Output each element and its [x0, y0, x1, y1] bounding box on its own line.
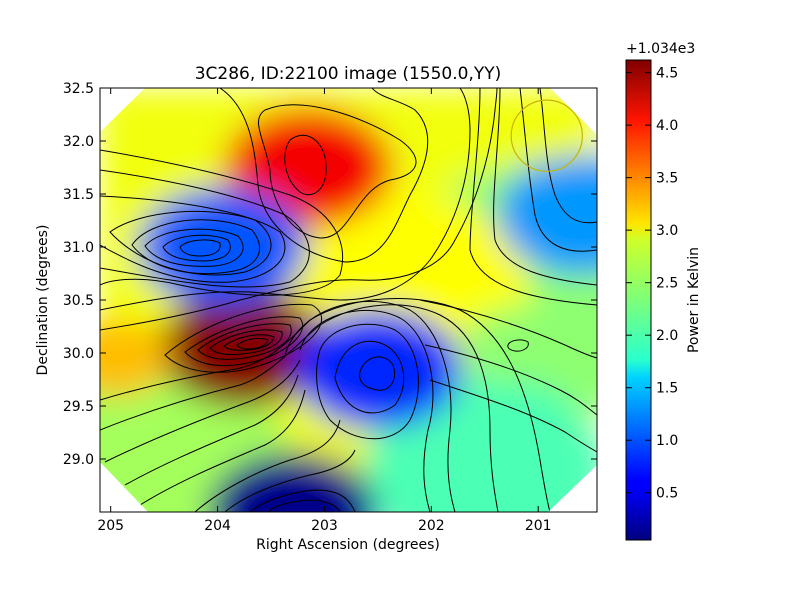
contour-line: [209, 329, 283, 356]
y-tick-label: 29.5: [63, 399, 94, 415]
contour-line: [539, 88, 597, 224]
heatmap-feature-local: [462, 307, 571, 384]
y-tick-label: 30.0: [63, 346, 94, 362]
contour-line: [124, 374, 299, 486]
y-tick-label: 32.0: [63, 134, 94, 150]
colorbar-tick-label: 4.0: [656, 118, 678, 134]
contour-line: [469, 88, 597, 306]
beam-circle: [510, 99, 583, 172]
contour-line: [429, 379, 597, 453]
y-axis: 29.0 29.5 30.0 30.5 31.0 31.5 32.0 32.5: [63, 81, 597, 468]
contour-line: [179, 239, 221, 257]
x-tick-label: 202: [418, 518, 445, 534]
contour-line: [104, 359, 301, 463]
contour-line: [236, 337, 269, 350]
contour-line: [419, 299, 597, 359]
colorbar-offset-text: +1.034e3: [626, 41, 695, 57]
contour-line: [424, 344, 597, 416]
colorbar-label: Power in Kelvin: [686, 247, 702, 353]
colorbar-tick-label: 4.5: [656, 66, 678, 82]
y-tick-label: 31.5: [63, 187, 94, 203]
colorbar-tick-label: 2.0: [656, 328, 678, 344]
colorbar-tick-label: 1.0: [656, 433, 678, 449]
colorbar-tick-label: 3.5: [656, 171, 678, 187]
contour-line: [267, 499, 341, 512]
colorbar-axis: 0.5 1.0 1.5 2.0 2.5 3.0 3.5 4.0 4.5: [626, 66, 678, 502]
contour-line: [100, 304, 499, 512]
x-tick-label: 201: [525, 518, 552, 534]
contour-line: [223, 334, 275, 351]
contour-line: [109, 210, 272, 276]
x-tick-label: 205: [97, 518, 124, 534]
contour-line: [131, 219, 261, 275]
colorbar-tick-label: 3.0: [656, 223, 678, 239]
colorbar-tick-label: 1.5: [656, 381, 678, 397]
colorbar: [625, 59, 652, 541]
contour-line: [249, 489, 356, 512]
contour-line: [100, 169, 310, 288]
y-tick-label: 31.0: [63, 240, 94, 256]
y-tick-label: 29.0: [63, 452, 94, 468]
contour-line: [359, 356, 395, 391]
colorbar-tick-label: 0.5: [656, 486, 678, 502]
heatmap-field: [100, 88, 597, 512]
heatmap-feature-min: [138, 187, 307, 307]
heatmap-gradient-blob: [100, 357, 294, 512]
contour-line: [139, 389, 306, 506]
contour-line: [224, 449, 356, 512]
x-axis-label: Right Ascension (degrees): [256, 537, 440, 553]
heatmap-feature-max: [160, 288, 329, 408]
contour-line: [162, 234, 231, 262]
colorbar-tick-label: 2.5: [656, 276, 678, 292]
contour-line: [144, 228, 244, 267]
contour-line: [100, 88, 471, 311]
contour-line: [100, 298, 551, 512]
contour-line: [284, 134, 327, 196]
y-tick-label: 30.5: [63, 293, 94, 309]
heatmap-feature-local: [100, 320, 171, 397]
x-tick-label: 204: [204, 518, 231, 534]
contour-line: [507, 339, 529, 352]
contour-line: [197, 323, 292, 360]
y-axis-label: Declination (degrees): [35, 225, 51, 376]
contour-line: [164, 303, 323, 373]
x-axis: 205 204 203 202 201: [97, 88, 552, 534]
chart-title: 3C286, ID:22100 image (1550.0,YY): [195, 64, 502, 84]
contour-line: [219, 88, 429, 263]
contour-line: [258, 104, 417, 239]
contour-line: [316, 323, 419, 440]
contour-line: [334, 340, 405, 414]
x-tick-label: 203: [311, 518, 338, 534]
contour-line: [100, 88, 498, 331]
contour-line: [519, 88, 597, 252]
y-tick-label: 32.5: [63, 81, 94, 97]
contour-line: [100, 195, 286, 283]
contour-line: [493, 88, 597, 286]
heatmap-feature-min: [208, 452, 377, 512]
heatmap-feature-min: [496, 155, 597, 275]
contour-line: [284, 300, 456, 512]
contour-line: [100, 149, 344, 296]
contour-line: [194, 419, 341, 512]
contour-line: [184, 316, 303, 367]
